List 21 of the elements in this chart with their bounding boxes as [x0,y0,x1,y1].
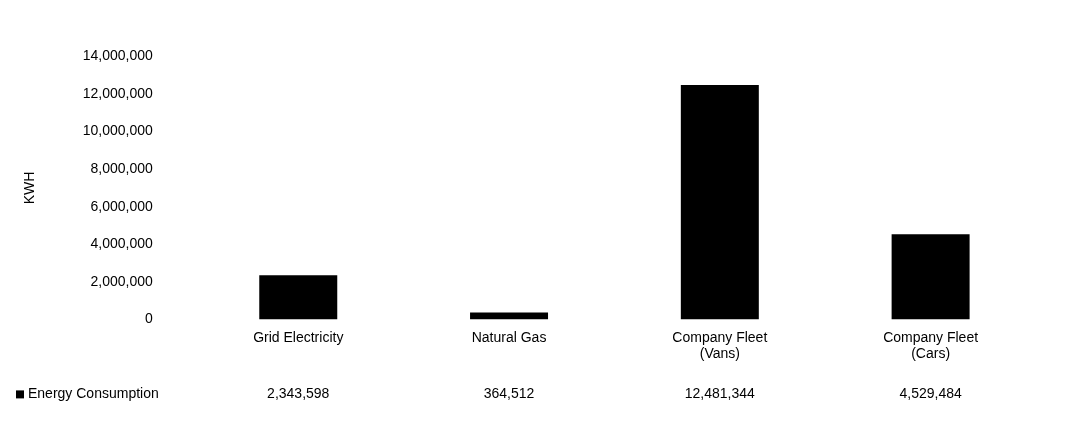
x-tick-label: Grid Electricity [253,328,344,345]
x-tick-label: Company Fleet (Cars) [883,328,979,362]
data-label: 4,529,484 [899,385,962,402]
y-tick-label: 6,000,000 [90,197,154,214]
data-label: 12,481,344 [684,385,756,402]
y-tick-label: 4,000,000 [90,235,154,252]
x-tick-label: Company Fleet (Vans) [672,328,768,362]
bar [891,234,970,320]
y-tick-label: 2,000,000 [90,272,154,289]
bar [259,275,338,320]
y-tick-label: 8,000,000 [90,159,154,176]
data-label: 364,512 [483,385,535,402]
y-axis-title: KWH [21,171,38,205]
x-tick-label: Natural Gas [471,328,547,345]
y-tick-label: 0 [145,310,154,327]
data-label: 2,343,598 [267,385,330,402]
y-tick-label: 10,000,000 [82,122,154,139]
y-tick-label: 12,000,000 [82,84,154,101]
y-tick-label: 14,000,000 [82,47,154,64]
bar [680,84,759,320]
legend-label: Energy Consumption [28,385,159,402]
